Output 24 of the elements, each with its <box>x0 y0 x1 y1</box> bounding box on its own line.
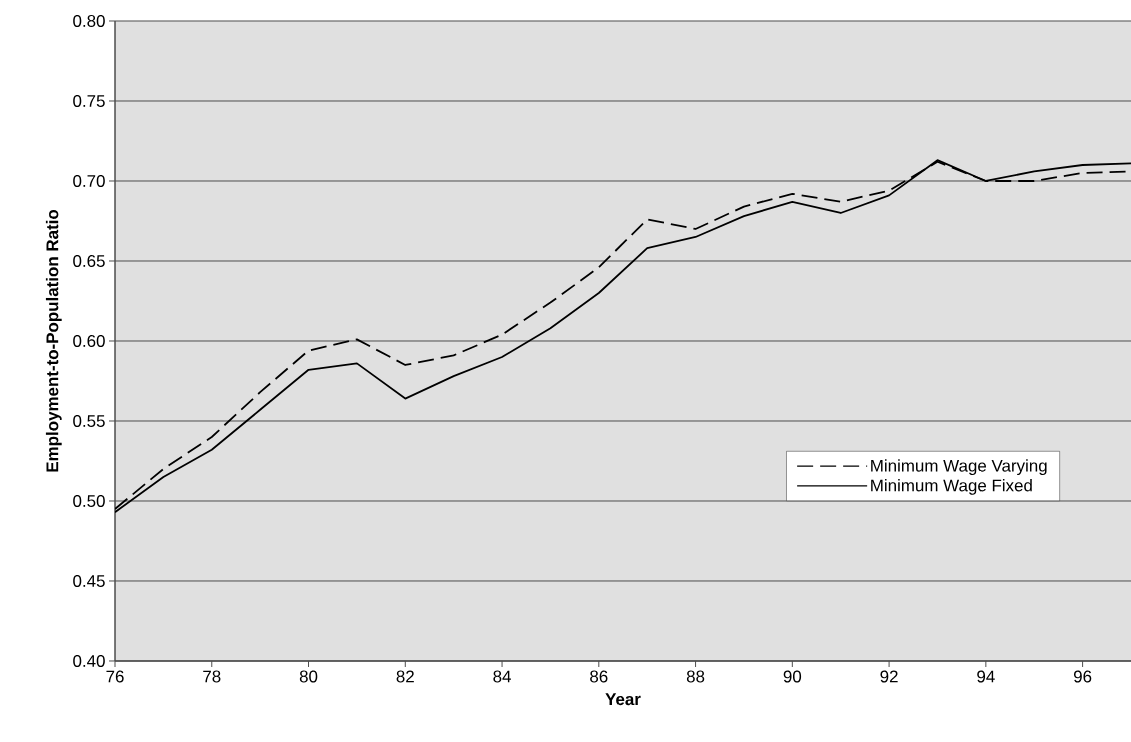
x-tick-label: 84 <box>493 670 511 683</box>
y-tick-label: 0.75 <box>73 94 105 107</box>
y-axis-title: Employment-to-Population Ratio <box>45 209 62 472</box>
x-tick-label: 86 <box>590 670 608 683</box>
x-tick-label: 78 <box>203 670 221 683</box>
y-tick-label: 0.50 <box>73 494 105 507</box>
y-tick-label: 0.65 <box>73 254 105 267</box>
x-tick-label: 90 <box>783 670 802 683</box>
y-tick-label: 0.60 <box>73 334 105 347</box>
x-tick-label: 82 <box>396 670 414 683</box>
x-tick-label: 80 <box>299 670 318 683</box>
x-tick-label: 76 <box>106 670 124 683</box>
y-tick-label: 0.80 <box>73 14 105 27</box>
y-tick-label: 0.45 <box>73 574 105 587</box>
y-tick-label: 0.55 <box>73 414 105 427</box>
x-tick-label: 88 <box>686 670 705 683</box>
x-axis-title: Year <box>605 693 641 706</box>
y-tick-label: 0.70 <box>73 174 105 187</box>
legend-label: Minimum Wage Varying <box>871 459 1047 476</box>
x-tick-label: 96 <box>1073 670 1092 683</box>
x-tick-label: 92 <box>880 670 898 683</box>
x-tick-label: 94 <box>977 670 995 683</box>
legend-label: Minimum Wage Fixed <box>871 479 1032 495</box>
y-tick-label: 0.40 <box>73 654 105 667</box>
